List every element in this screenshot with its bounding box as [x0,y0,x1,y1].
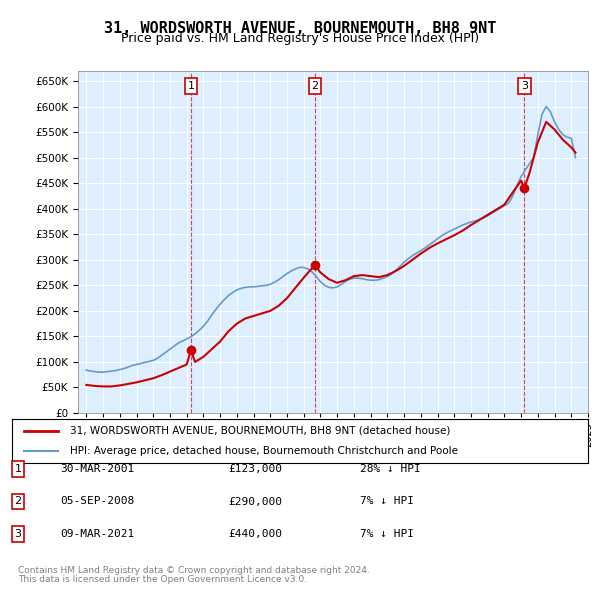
Text: 2: 2 [311,81,319,91]
Text: 2: 2 [14,497,22,506]
Text: £440,000: £440,000 [228,529,282,539]
Text: This data is licensed under the Open Government Licence v3.0.: This data is licensed under the Open Gov… [18,575,307,584]
Text: 7% ↓ HPI: 7% ↓ HPI [360,497,414,506]
Text: 7% ↓ HPI: 7% ↓ HPI [360,529,414,539]
Text: Contains HM Land Registry data © Crown copyright and database right 2024.: Contains HM Land Registry data © Crown c… [18,566,370,575]
Text: 3: 3 [14,529,22,539]
Text: Price paid vs. HM Land Registry's House Price Index (HPI): Price paid vs. HM Land Registry's House … [121,32,479,45]
Text: 1: 1 [14,464,22,474]
Text: 05-SEP-2008: 05-SEP-2008 [60,497,134,506]
Text: £290,000: £290,000 [228,497,282,506]
Text: 31, WORDSWORTH AVENUE, BOURNEMOUTH, BH8 9NT: 31, WORDSWORTH AVENUE, BOURNEMOUTH, BH8 … [104,21,496,35]
Text: 1: 1 [187,81,194,91]
Text: 28% ↓ HPI: 28% ↓ HPI [360,464,421,474]
Text: 3: 3 [521,81,528,91]
Text: 09-MAR-2021: 09-MAR-2021 [60,529,134,539]
Text: 30-MAR-2001: 30-MAR-2001 [60,464,134,474]
Text: 31, WORDSWORTH AVENUE, BOURNEMOUTH, BH8 9NT (detached house): 31, WORDSWORTH AVENUE, BOURNEMOUTH, BH8 … [70,426,450,436]
Text: HPI: Average price, detached house, Bournemouth Christchurch and Poole: HPI: Average price, detached house, Bour… [70,446,458,456]
Text: £123,000: £123,000 [228,464,282,474]
